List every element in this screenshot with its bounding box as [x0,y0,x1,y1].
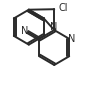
Text: Cl: Cl [58,3,68,13]
Text: N: N [21,26,28,36]
Text: N: N [68,34,75,44]
Text: N: N [50,22,57,32]
